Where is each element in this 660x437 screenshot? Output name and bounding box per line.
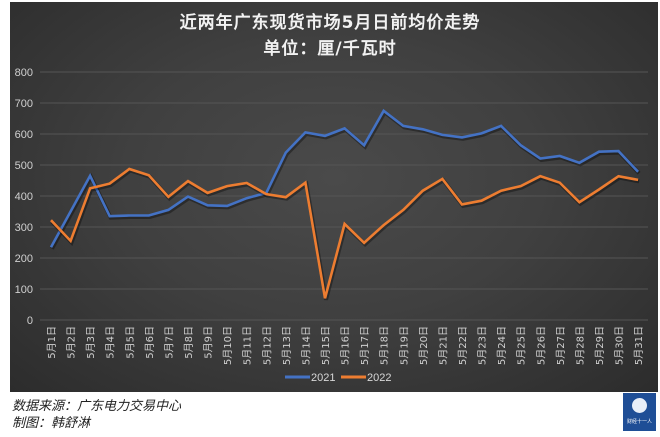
y-axis: 0 100 200 300 400 500 600 700 800 xyxy=(15,67,33,327)
x-tick-label: 5月30日 xyxy=(614,326,626,365)
x-tick-label: 5月5日 xyxy=(124,326,136,359)
chart-title: 近两年广东现货市场5月日前均价走势 xyxy=(179,13,481,33)
x-tick-label: 5月12日 xyxy=(261,326,273,365)
x-tick-label: 5月6日 xyxy=(144,326,156,359)
x-tick-label: 5月27日 xyxy=(555,326,567,365)
x-tick-label: 5月4日 xyxy=(105,326,117,359)
legend-label-2021: 2021 xyxy=(311,372,335,384)
x-tick-label: 5月31日 xyxy=(633,326,645,365)
gridlines xyxy=(40,71,648,321)
x-tick-label: 5月20日 xyxy=(418,326,430,365)
x-tick-label: 5月10日 xyxy=(222,326,234,365)
x-tick-label: 5月17日 xyxy=(359,326,371,365)
series-lines xyxy=(49,108,641,301)
legend-label-2022: 2022 xyxy=(367,372,391,384)
x-tick-label: 5月9日 xyxy=(203,326,215,359)
x-tick-label: 5月19日 xyxy=(398,326,410,365)
brand-logo: 财经十一人 xyxy=(623,393,656,431)
chart-subtitle: 单位：厘/千瓦时 xyxy=(263,39,397,59)
x-tick-label: 5月14日 xyxy=(300,326,312,365)
y-tick-label: 700 xyxy=(15,98,33,110)
series-line-2021 xyxy=(49,108,640,248)
x-tick-label: 5月24日 xyxy=(496,326,508,365)
logo-text: 财经十一人 xyxy=(626,419,652,425)
x-axis: 5月1日 5月2日 5月3日 5月4日 5月5日 5月6日 5月7日 5月8日 5月9日 5月10… xyxy=(46,326,645,365)
x-tick-label: 5月26日 xyxy=(535,326,547,365)
x-tick-label: 5月13日 xyxy=(281,326,293,365)
chart-panel xyxy=(10,2,658,392)
legend: 2021 2022 xyxy=(285,372,391,384)
x-tick-label: 5月23日 xyxy=(477,326,489,365)
x-tick-label: 5月11日 xyxy=(242,326,254,365)
x-tick-label: 5月3日 xyxy=(85,326,97,359)
x-tick-label: 5月1日 xyxy=(46,326,58,359)
x-tick-label: 5月8日 xyxy=(183,326,195,359)
x-tick-label: 5月25日 xyxy=(516,326,528,365)
x-tick-label: 5月28日 xyxy=(574,326,586,365)
globe-icon xyxy=(632,398,647,413)
x-tick-label: 5月22日 xyxy=(457,326,469,365)
y-tick-label: 200 xyxy=(15,253,33,265)
y-tick-label: 600 xyxy=(15,129,33,141)
x-tick-label: 5月16日 xyxy=(340,326,352,365)
series-line-2022 xyxy=(50,167,639,299)
y-tick-label: 0 xyxy=(27,315,33,327)
x-tick-label: 5月15日 xyxy=(320,326,332,365)
y-tick-label: 800 xyxy=(15,67,33,79)
x-tick-label: 5月2日 xyxy=(66,326,78,359)
x-tick-label: 5月29日 xyxy=(594,326,606,365)
y-tick-label: 400 xyxy=(15,191,33,203)
x-tick-label: 5月21日 xyxy=(437,326,449,365)
y-tick-label: 100 xyxy=(15,284,33,296)
x-tick-label: 5月7日 xyxy=(163,326,175,359)
data-source-note: 数据来源：广东电力交易中心 xyxy=(12,399,182,414)
y-tick-label: 300 xyxy=(15,222,33,234)
y-tick-label: 500 xyxy=(15,160,33,172)
author-note: 制图：韩舒淋 xyxy=(12,416,91,431)
x-tick-label: 5月18日 xyxy=(379,326,391,365)
